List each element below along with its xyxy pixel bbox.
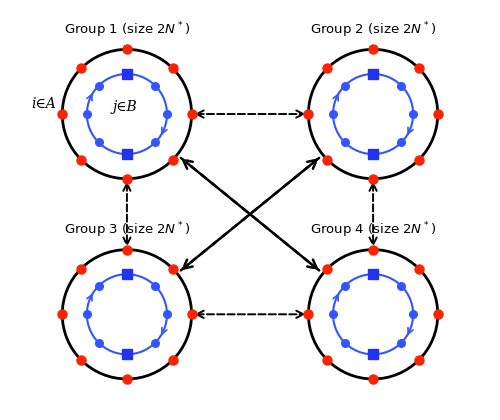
FancyArrowPatch shape bbox=[183, 160, 319, 270]
FancyArrowPatch shape bbox=[196, 110, 304, 118]
FancyArrowPatch shape bbox=[183, 158, 319, 269]
Text: Group 2 (size $2N^*$): Group 2 (size $2N^*$) bbox=[310, 21, 436, 40]
Text: i∈A: i∈A bbox=[31, 97, 56, 110]
FancyArrowPatch shape bbox=[181, 158, 317, 269]
Text: Group 3 (size $2N^*$): Group 3 (size $2N^*$) bbox=[64, 221, 190, 241]
FancyArrowPatch shape bbox=[370, 184, 376, 245]
FancyArrowPatch shape bbox=[181, 160, 317, 270]
Text: Group 1 (size $2N^*$): Group 1 (size $2N^*$) bbox=[64, 21, 190, 40]
FancyArrowPatch shape bbox=[124, 184, 130, 245]
Text: Group 4 (size $2N^*$): Group 4 (size $2N^*$) bbox=[310, 221, 436, 241]
FancyArrowPatch shape bbox=[196, 311, 304, 318]
Text: j∈B: j∈B bbox=[112, 100, 137, 113]
